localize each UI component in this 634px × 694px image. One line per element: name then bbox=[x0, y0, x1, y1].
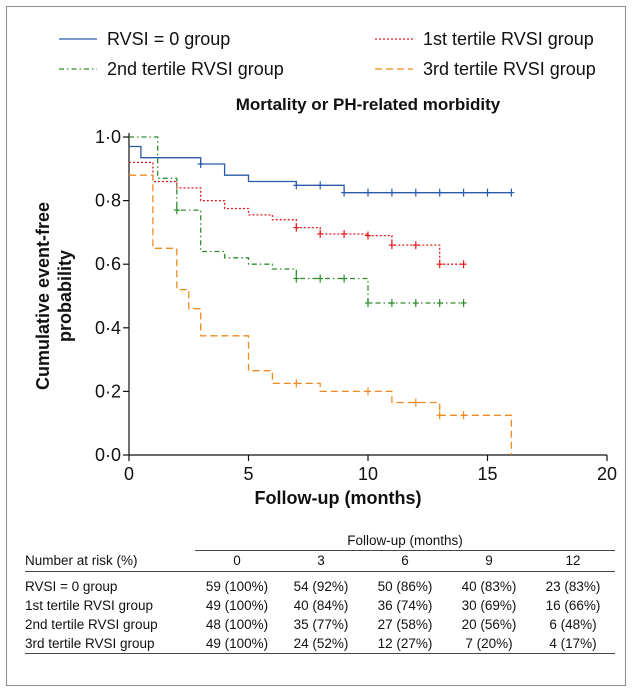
y-tick-label: 0·6 bbox=[95, 254, 121, 274]
figure-frame: RVSI = 0 group 1st tertile RVSI group 2nd … bbox=[6, 6, 626, 686]
risk-cell: 20 (56%) bbox=[461, 617, 517, 632]
x-axis-title: Follow-up (months) bbox=[255, 488, 422, 508]
risk-cell: 48 (100%) bbox=[205, 617, 269, 632]
risk-row: 2nd tertile RVSI group 48 (100%) 35 (77%… bbox=[25, 615, 615, 634]
risk-col-header: 9 bbox=[447, 550, 531, 572]
legend-label: 1st tertile RVSI group bbox=[423, 29, 594, 49]
risk-cell: 50 (86%) bbox=[377, 579, 433, 594]
risk-row-label: 3rd tertile RVSI group bbox=[25, 634, 195, 654]
risk-table-header: Follow-up (months) bbox=[347, 532, 463, 548]
risk-row-label: 1st tertile RVSI group bbox=[25, 598, 154, 613]
km-chart: RVSI = 0 group 1st tertile RVSI group 2nd … bbox=[33, 29, 617, 508]
risk-cell: 49 (100%) bbox=[205, 598, 269, 613]
chart-title: Mortality or PH-related morbidity bbox=[236, 95, 501, 114]
risk-cell: 30 (69%) bbox=[461, 598, 517, 613]
risk-cell: 4 (17%) bbox=[531, 634, 615, 654]
risk-cell: 24 (52%) bbox=[279, 634, 363, 654]
risk-row: 3rd tertile RVSI group 49 (100%) 24 (52%… bbox=[25, 634, 615, 654]
risk-cell: 49 (100%) bbox=[195, 634, 279, 654]
series-line bbox=[129, 136, 464, 304]
legend-label: 3rd tertile RVSI group bbox=[423, 59, 596, 79]
risk-row: RVSI = 0 group 59 (100%) 54 (92%) 50 (86… bbox=[25, 577, 615, 596]
risk-cell: 59 (100%) bbox=[205, 579, 269, 594]
y-axis-title: Cumulative event-free bbox=[33, 202, 53, 390]
risk-cell: 36 (74%) bbox=[377, 598, 433, 613]
legend-label: 2nd tertile RVSI group bbox=[107, 59, 284, 79]
y-tick-label: 0·0 bbox=[95, 445, 121, 465]
legend-label: RVSI = 0 group bbox=[107, 29, 230, 49]
risk-cell: 6 (48%) bbox=[549, 617, 597, 632]
y-tick-label: 0·8 bbox=[95, 191, 121, 211]
series-line bbox=[129, 161, 464, 265]
risk-cell: 35 (77%) bbox=[293, 617, 349, 632]
series-line bbox=[129, 174, 513, 455]
risk-cell: 12 (27%) bbox=[363, 634, 447, 654]
y-tick-label: 1·0 bbox=[95, 127, 121, 147]
y-tick-label: 0·4 bbox=[95, 318, 121, 338]
x-tick-label: 0 bbox=[124, 464, 134, 484]
x-tick-label: 15 bbox=[477, 464, 497, 484]
x-tick-label: 5 bbox=[243, 464, 253, 484]
risk-col-header: 12 bbox=[531, 550, 615, 572]
risk-row-label: RVSI = 0 group bbox=[25, 579, 118, 594]
series-line bbox=[129, 145, 512, 194]
risk-cell: 7 (20%) bbox=[447, 634, 531, 654]
risk-table: Follow-up (months) Number at risk (%) 0 … bbox=[25, 530, 615, 654]
risk-cell: 16 (66%) bbox=[545, 598, 601, 613]
y-axis-title: probability bbox=[55, 250, 75, 342]
y-tick-label: 0·2 bbox=[95, 381, 121, 401]
risk-cell: 23 (83%) bbox=[545, 579, 601, 594]
x-tick-label: 20 bbox=[597, 464, 617, 484]
risk-cell: 40 (84%) bbox=[293, 598, 349, 613]
risk-col-header: 0 bbox=[195, 550, 279, 572]
risk-cell: 40 (83%) bbox=[461, 579, 517, 594]
risk-row: 1st tertile RVSI group 49 (100%) 40 (84%… bbox=[25, 596, 615, 615]
risk-row-label: 2nd tertile RVSI group bbox=[25, 617, 158, 632]
x-tick-label: 10 bbox=[358, 464, 378, 484]
risk-row-header: Number at risk (%) bbox=[25, 550, 195, 572]
risk-cell: 54 (92%) bbox=[293, 579, 349, 594]
risk-col-header: 6 bbox=[363, 550, 447, 572]
risk-cell: 27 (58%) bbox=[377, 617, 433, 632]
risk-col-header: 3 bbox=[279, 550, 363, 572]
